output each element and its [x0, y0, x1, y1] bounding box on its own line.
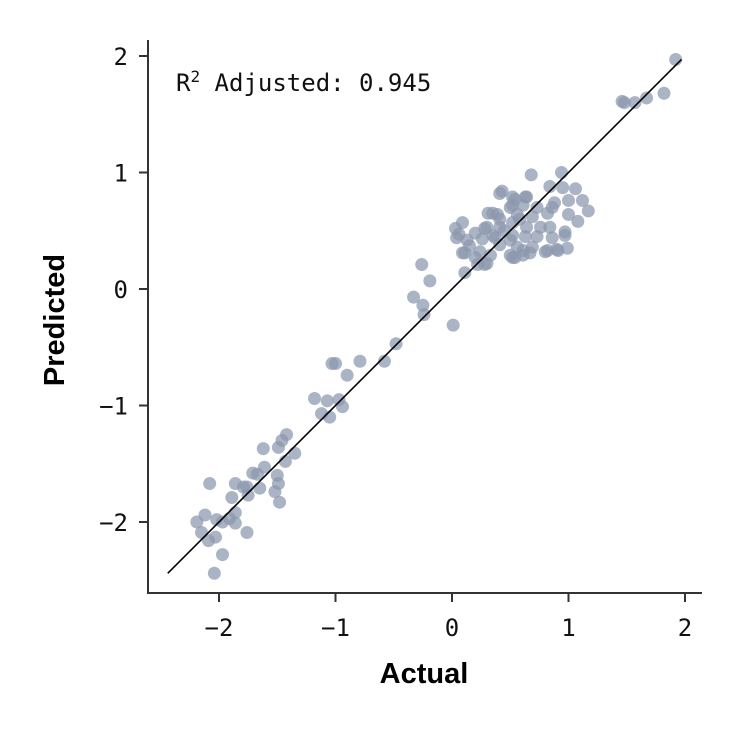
data-point [493, 186, 507, 200]
data-point [353, 354, 367, 368]
data-point [190, 515, 204, 529]
data-point [628, 96, 642, 110]
data-point [215, 548, 229, 562]
data-point [503, 248, 517, 262]
y-tick-label: 0 [114, 276, 128, 304]
data-point [543, 179, 557, 193]
data-point [562, 193, 575, 207]
data-point [273, 495, 287, 509]
x-tick-label: 1 [561, 614, 575, 642]
y-tick-label: −2 [99, 509, 128, 537]
data-point [541, 206, 555, 220]
data-point [615, 94, 629, 108]
data-point [271, 440, 285, 454]
data-point [256, 442, 270, 456]
y-axis-ticks: −2 −1 0 1 2 [99, 43, 148, 537]
data-point [518, 230, 532, 244]
data-point [571, 214, 585, 228]
data-point [558, 228, 572, 242]
data-point [228, 516, 242, 530]
y-axis-title: Predicted [39, 254, 71, 386]
data-point [516, 198, 530, 212]
data-point [538, 245, 552, 259]
data-point [458, 266, 472, 280]
data-point [525, 210, 539, 224]
x-axis-ticks: −2 −1 0 1 2 [205, 593, 692, 642]
data-point [377, 354, 391, 368]
data-point [335, 400, 349, 414]
r2-annotation: R2 Adjusted: 0.945 [176, 67, 431, 97]
data-point [497, 224, 511, 238]
reference-line [167, 58, 683, 574]
data-point [513, 212, 527, 226]
data-point [250, 467, 264, 481]
data-point [446, 318, 460, 332]
data-point [253, 481, 267, 495]
data-point [545, 231, 559, 245]
data-point [640, 91, 654, 105]
data-point [202, 534, 216, 548]
data-point [452, 227, 466, 241]
data-point [241, 488, 255, 502]
data-point [524, 168, 538, 182]
x-tick-label: −2 [205, 614, 234, 642]
data-point [543, 220, 557, 234]
x-tick-label: −1 [321, 614, 350, 642]
data-point [555, 166, 569, 179]
x-tick-label: 0 [445, 614, 459, 642]
y-tick-label: −1 [99, 393, 128, 421]
r2-text: Adjusted: 0.945 [200, 69, 431, 97]
data-point [562, 207, 575, 221]
data-point [516, 248, 530, 262]
data-point [551, 244, 565, 258]
r2-prefix: R [176, 69, 191, 97]
data-point [486, 228, 500, 242]
data-point [548, 196, 562, 210]
data-point [581, 204, 595, 218]
data-point [240, 525, 254, 539]
data-point [225, 491, 239, 505]
data-point [417, 308, 431, 322]
x-tick-label: 2 [678, 614, 692, 642]
data-point [556, 181, 570, 195]
data-point [530, 230, 544, 244]
data-point [462, 239, 476, 253]
data-point [575, 193, 589, 207]
axes [147, 40, 702, 594]
r2-superscript: 2 [190, 67, 200, 86]
data-point [568, 182, 582, 196]
data-point [278, 454, 292, 468]
data-point [423, 274, 437, 288]
data-point [340, 368, 354, 382]
data-point [268, 485, 282, 499]
data-point [323, 410, 337, 424]
data-point [389, 337, 403, 351]
data-point [493, 238, 507, 252]
data-point [490, 207, 504, 221]
data-point [320, 394, 334, 408]
data-point [407, 290, 421, 304]
data-point [329, 357, 342, 371]
data-points [190, 52, 683, 580]
data-point [480, 256, 494, 270]
data-point [669, 52, 683, 66]
x-axis-title: Actual [380, 658, 469, 690]
y-tick-label: 1 [114, 160, 128, 188]
data-point [475, 232, 489, 246]
data-point [207, 566, 221, 580]
data-point [203, 477, 217, 491]
data-point [415, 258, 429, 272]
y-tick-label: 2 [114, 43, 128, 71]
data-point [525, 240, 539, 254]
data-point [657, 86, 671, 100]
data-point [308, 392, 322, 406]
